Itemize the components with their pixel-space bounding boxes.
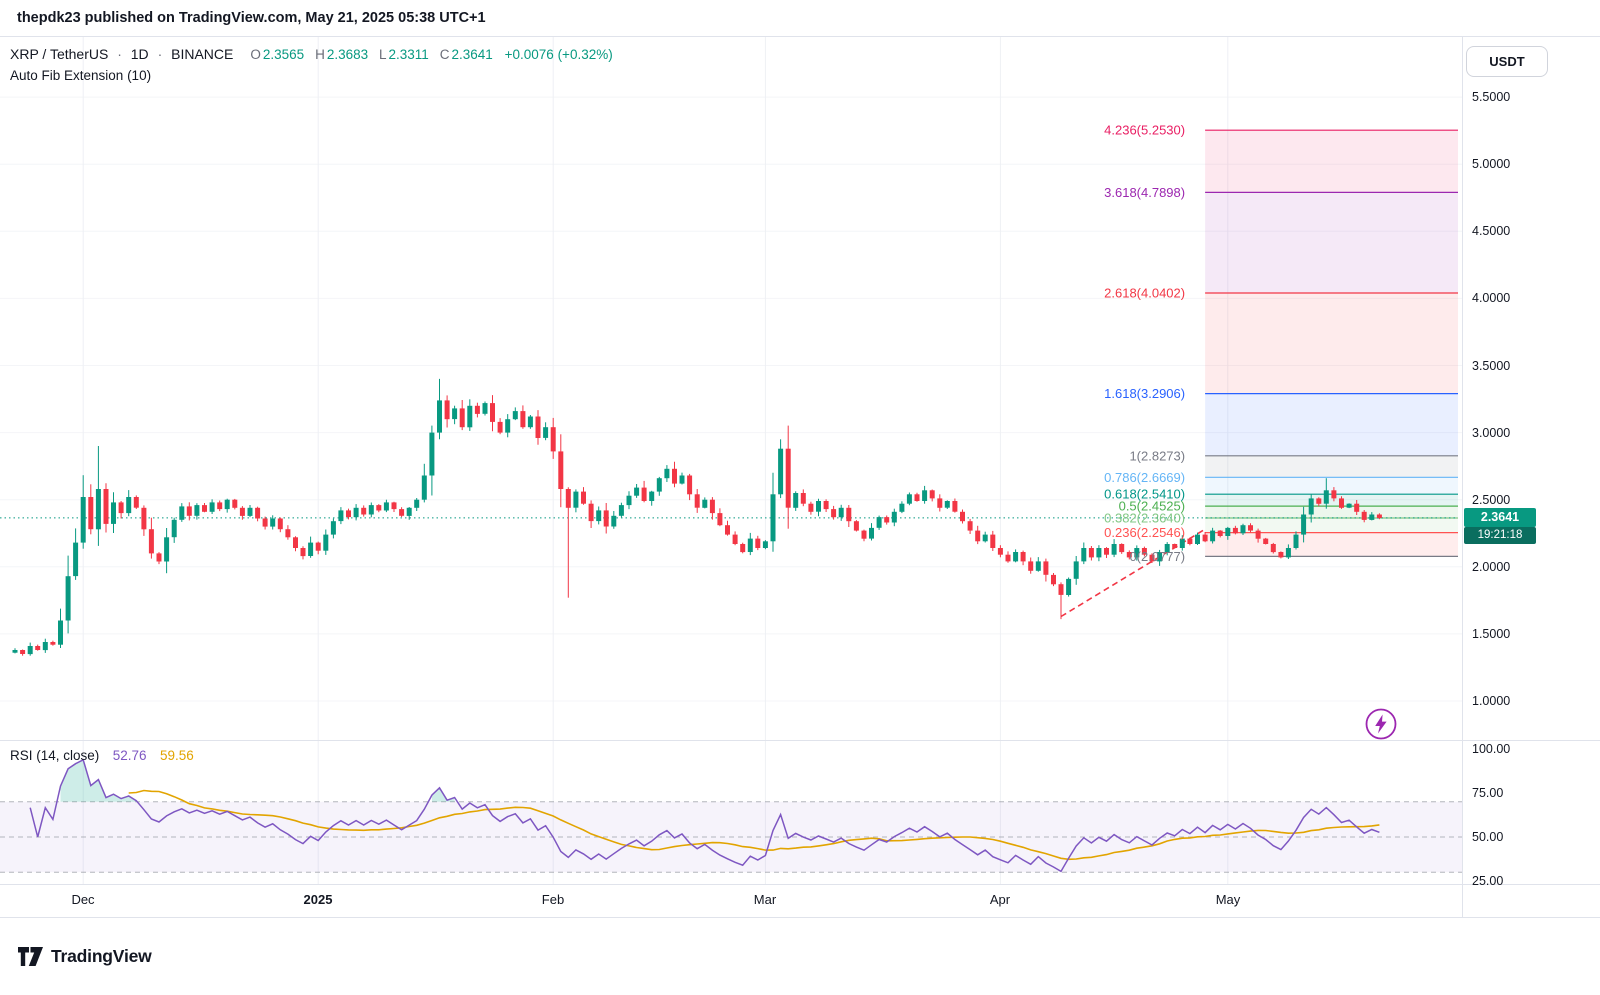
- svg-text:0.786(2.6669): 0.786(2.6669): [1104, 470, 1185, 485]
- price-tick: 2.0000: [1472, 559, 1511, 574]
- rsi-tick: 75.00: [1472, 786, 1504, 800]
- rsi-pane[interactable]: RSI (14, close) 52.76 59.56: [0, 741, 1462, 885]
- rsi-tick: 25.00: [1472, 874, 1504, 888]
- currency-toggle[interactable]: USDT: [1466, 46, 1548, 77]
- interval-label[interactable]: 1D: [130, 46, 149, 62]
- time-axis[interactable]: Dec 2025 Feb Mar Apr May: [0, 885, 1462, 917]
- publish-bar: thepdk23 published on TradingView.com, M…: [0, 0, 1600, 36]
- price-tick: 5.0000: [1472, 157, 1511, 172]
- time-label: Dec: [71, 892, 95, 907]
- lightning-icon: [1365, 708, 1397, 740]
- rsi-tick: 50.00: [1472, 830, 1504, 844]
- candles: [12, 378, 1382, 656]
- last-price-badge: 2.3641: [1464, 507, 1536, 527]
- rsi-ma-line: [128, 789, 1380, 861]
- rsi-indicator-label[interactable]: RSI (14, close): [10, 748, 100, 763]
- price-chart-canvas[interactable]: 4.236(5.2530) 3.618(4.7898) 2.618(4.0402) 1…: [0, 37, 1462, 741]
- chart-frame: 4.236(5.2530) 3.618(4.7898) 2.618(4.0402) 1…: [0, 36, 1600, 918]
- indicator-legend-fib[interactable]: Auto Fib Extension (10): [10, 68, 152, 83]
- rsi-chart-canvas[interactable]: [0, 741, 1462, 885]
- price-tick: 3.5000: [1472, 358, 1511, 373]
- tradingview-mark-icon: [18, 947, 43, 966]
- svg-text:2.618(4.0402): 2.618(4.0402): [1104, 286, 1185, 301]
- time-label: 2025: [303, 892, 333, 907]
- separator: ·: [157, 46, 163, 62]
- time-label: Feb: [541, 892, 565, 907]
- main-chart-pane[interactable]: 4.236(5.2530) 3.618(4.7898) 2.618(4.0402) 1…: [0, 37, 1462, 741]
- svg-text:0.382(2.3640): 0.382(2.3640): [1104, 511, 1185, 526]
- svg-text:3.618(4.7898): 3.618(4.7898): [1104, 185, 1185, 200]
- rsi-price-axis[interactable]: 100.00 75.00 50.00 25.00: [1462, 741, 1600, 888]
- brand-text: TradingView: [51, 946, 152, 966]
- svg-text:0.618(2.5410): 0.618(2.5410): [1104, 487, 1185, 502]
- symbol-title[interactable]: XRP / TetherUS · 1D · BINANCE: [10, 46, 233, 62]
- bar-countdown: 19:21:18: [1464, 526, 1536, 544]
- footer: TradingView: [0, 918, 1600, 995]
- svg-text:1(2.8273): 1(2.8273): [1129, 448, 1185, 463]
- price-tick: 4.5000: [1472, 224, 1511, 239]
- svg-text:4.236(5.2530): 4.236(5.2530): [1104, 123, 1185, 138]
- publish-info: thepdk23 published on TradingView.com, M…: [17, 10, 486, 26]
- rsi-tick: 100.00: [1472, 742, 1511, 756]
- fib-extension-bands: [1205, 129, 1458, 558]
- price-tick: 4.0000: [1472, 291, 1511, 306]
- price-tick: 3.0000: [1472, 425, 1511, 440]
- boost-button[interactable]: [1364, 707, 1398, 740]
- symbol-name[interactable]: XRP / TetherUS: [10, 46, 109, 62]
- price-tick: 1.0000: [1472, 694, 1511, 708]
- time-label: Mar: [753, 892, 777, 907]
- fib-labels: 4.236(5.2530) 3.618(4.7898) 2.618(4.0402) 1…: [1104, 123, 1185, 564]
- svg-text:0(2.0777): 0(2.0777): [1129, 549, 1185, 564]
- svg-text:0.236(2.2546): 0.236(2.2546): [1104, 525, 1185, 540]
- exchange-label[interactable]: BINANCE: [171, 46, 234, 62]
- svg-text:0.5(2.4525): 0.5(2.4525): [1119, 499, 1186, 514]
- time-label: Apr: [989, 892, 1011, 907]
- price-tick: 1.5000: [1472, 626, 1511, 641]
- axis-corner: [1462, 885, 1600, 917]
- price-axis[interactable]: USDT 5.5000 5.0000 4.5000 4.0000 3.5000 3.000…: [1462, 37, 1600, 741]
- separator: ·: [117, 46, 122, 62]
- time-label: May: [1215, 892, 1241, 907]
- price-tick: 5.5000: [1472, 90, 1511, 105]
- rsi-line: [29, 758, 1380, 873]
- svg-text:1.618(3.2906): 1.618(3.2906): [1104, 386, 1185, 401]
- tradingview-logo[interactable]: TradingView: [18, 946, 152, 967]
- price-tick: 2.5000: [1472, 492, 1511, 507]
